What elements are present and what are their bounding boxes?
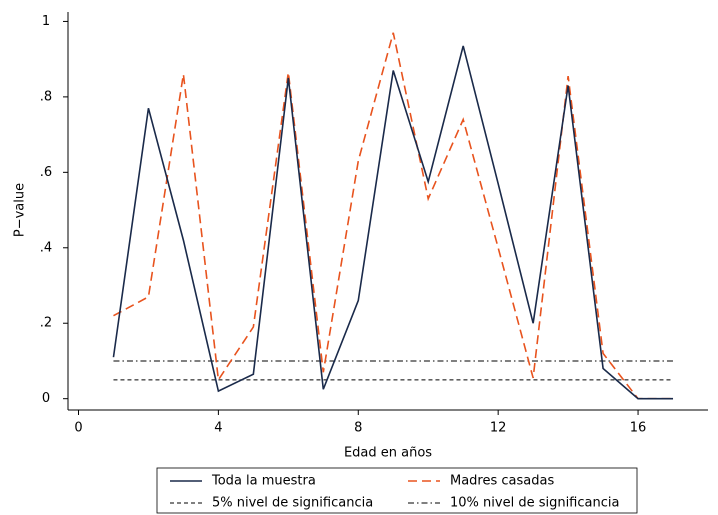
y-axis-title: P−value bbox=[13, 183, 28, 237]
series-line bbox=[113, 32, 674, 400]
y-tick-label: .2 bbox=[40, 316, 52, 331]
x-tick-label: 8 bbox=[354, 421, 362, 436]
series-line bbox=[112, 45, 674, 400]
x-tick-label: 16 bbox=[630, 421, 647, 436]
legend-box bbox=[156, 467, 638, 514]
x-tick-label: 12 bbox=[490, 421, 507, 436]
y-tick-label: .6 bbox=[40, 165, 52, 180]
x-axis-title: Edad en años bbox=[344, 446, 432, 461]
y-tick-label: .8 bbox=[40, 89, 52, 104]
y-tick-label: .4 bbox=[40, 240, 52, 255]
y-tick-label: 1 bbox=[42, 14, 50, 29]
legend-label: Madres casadas bbox=[450, 474, 554, 489]
legend-label: 5% nivel de significancia bbox=[212, 496, 373, 511]
x-tick-label: 4 bbox=[214, 421, 222, 436]
y-tick-label: 0 bbox=[42, 391, 50, 406]
legend-label: Toda la muestra bbox=[211, 474, 316, 489]
x-tick-label: 0 bbox=[74, 421, 82, 436]
legend-label: 10% nivel de significancia bbox=[450, 496, 619, 511]
